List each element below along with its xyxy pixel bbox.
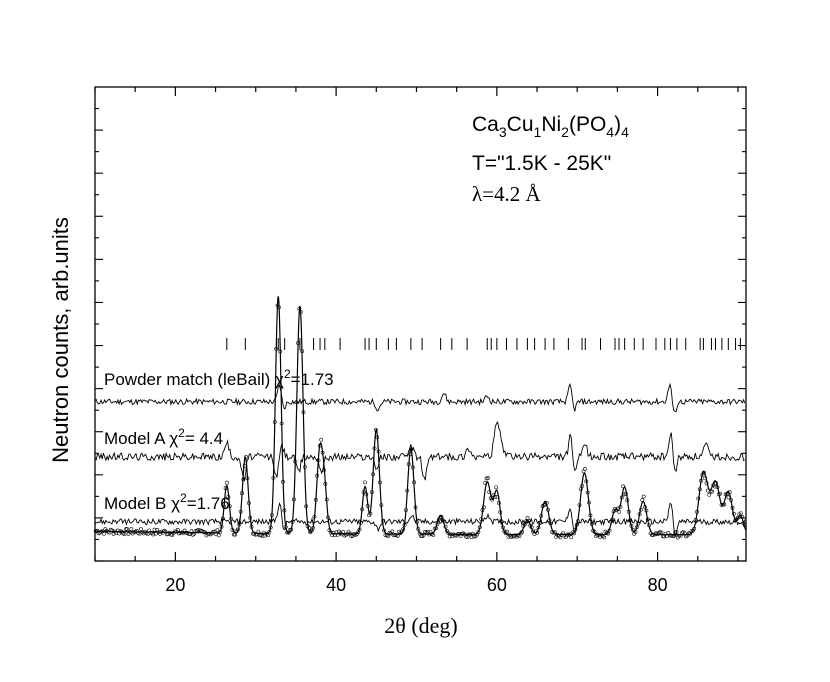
observed-point bbox=[148, 531, 153, 535]
difference-curve-label: Powder match (leBail) χ2=1.73 bbox=[104, 367, 334, 389]
observed-point bbox=[486, 476, 490, 480]
observed-point bbox=[667, 533, 672, 538]
observed-point bbox=[122, 532, 127, 537]
x-axis-label: 2θ (deg) bbox=[384, 613, 457, 638]
observed-point bbox=[319, 437, 324, 442]
observed-point bbox=[231, 532, 236, 537]
observed-point bbox=[659, 530, 664, 535]
observed-point bbox=[583, 466, 587, 471]
x-tick-label: 80 bbox=[648, 575, 668, 595]
observed-point bbox=[138, 527, 143, 532]
bragg-reflection-ticks bbox=[226, 338, 741, 350]
observed-point bbox=[469, 535, 474, 540]
x-tick-label: 20 bbox=[165, 575, 185, 595]
observed-point bbox=[260, 534, 265, 539]
observed-point bbox=[641, 494, 646, 499]
axis-ticks bbox=[94, 87, 746, 562]
observed-point bbox=[707, 492, 712, 497]
observed-point bbox=[710, 489, 714, 494]
difference-curve-labels: Powder match (leBail) χ2=1.73 Model A χ2=… bbox=[104, 367, 334, 513]
difference-curve bbox=[94, 421, 745, 482]
x-tick-labels: 20 40 60 80 bbox=[165, 575, 667, 595]
observed-point bbox=[102, 531, 106, 536]
observed-point bbox=[472, 534, 477, 539]
observed-point bbox=[738, 511, 743, 516]
observed-point bbox=[123, 527, 128, 532]
wavelength-annotation: λ=4.2 Å bbox=[472, 182, 542, 206]
x-axis-label-symbol: 2θ bbox=[384, 613, 406, 638]
observed-point bbox=[225, 480, 229, 485]
difference-curve-label: Model A χ2= 4.4 bbox=[104, 426, 223, 448]
observed-point bbox=[216, 533, 221, 538]
observed-point bbox=[494, 485, 499, 490]
plot-frame bbox=[94, 86, 747, 562]
observed-point bbox=[196, 528, 201, 532]
difference-curve-label: Model B χ2=1.76 bbox=[104, 491, 230, 513]
x-tick-label: 60 bbox=[487, 575, 507, 595]
y-axis-label: Neutron counts, arb.units bbox=[48, 217, 73, 463]
observed-point bbox=[390, 529, 395, 534]
difference-curve bbox=[94, 382, 746, 413]
observed-point bbox=[152, 527, 157, 532]
observed-point bbox=[341, 530, 346, 534]
compound-formula: Ca3Cu1Ni2(PO4)4 bbox=[472, 113, 629, 140]
observed-point bbox=[163, 529, 168, 534]
observed-point bbox=[602, 535, 606, 540]
observed-point bbox=[169, 532, 173, 537]
observed-point bbox=[701, 470, 706, 475]
x-tick-label: 40 bbox=[326, 575, 346, 595]
observed-point bbox=[712, 484, 717, 489]
x-axis-label-unit: (deg) bbox=[411, 613, 457, 638]
observed-point bbox=[363, 480, 367, 485]
observed-point bbox=[115, 528, 120, 533]
difference-curves bbox=[94, 382, 746, 539]
observed-point bbox=[421, 532, 426, 537]
observed-point bbox=[505, 529, 509, 534]
observed-point bbox=[726, 495, 731, 500]
observed-point bbox=[125, 527, 130, 531]
observed-point bbox=[215, 528, 220, 533]
difference-curve bbox=[94, 502, 746, 539]
observed-point bbox=[175, 527, 180, 532]
calculated-profile-line bbox=[94, 296, 747, 536]
temperature-annotation: T="1.5K - 25K" bbox=[472, 152, 611, 175]
observed-point bbox=[129, 527, 134, 532]
observed-point bbox=[569, 535, 574, 540]
